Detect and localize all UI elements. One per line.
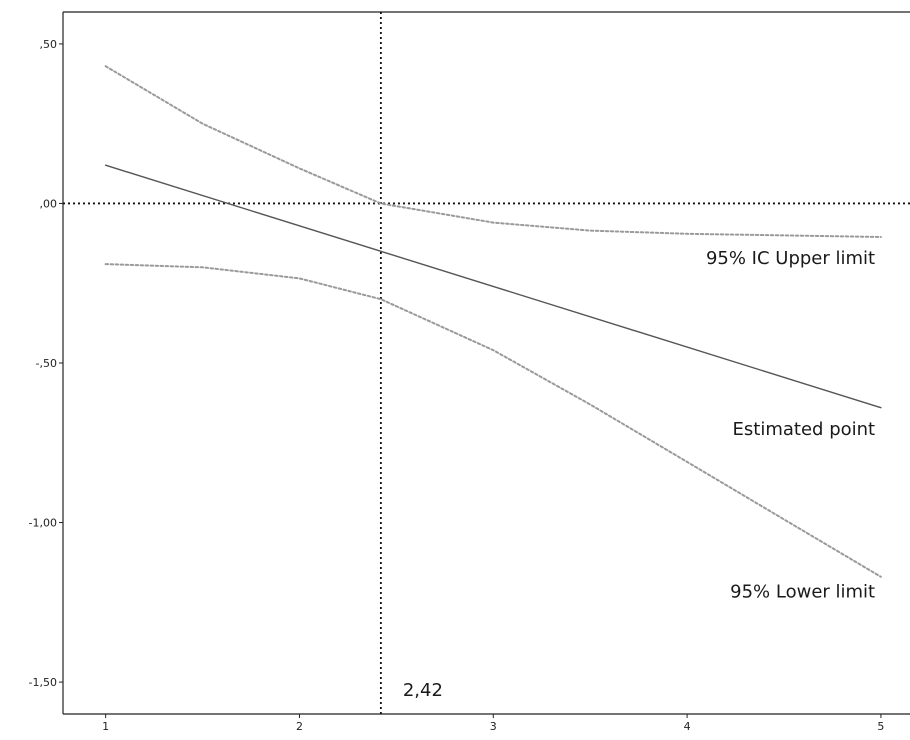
y-tick-label: -1,00 — [29, 517, 57, 530]
series-layer — [104, 65, 882, 578]
annotation-layer: 95% IC Upper limit Estimated point 95% Low… — [706, 248, 875, 602]
y-tick-label: -1,50 — [29, 676, 57, 689]
series-annotation: 95% Lower limit — [730, 582, 875, 603]
series-line — [104, 263, 882, 578]
y-tick-label: ,50 — [40, 38, 58, 51]
series-annotation: Estimated point — [733, 419, 876, 440]
x-tick-label: 2 — [296, 720, 303, 733]
y-tick-label: -,50 — [36, 357, 57, 370]
x-tick-label: 1 — [102, 720, 109, 733]
y-tick-label: ,00 — [40, 197, 58, 210]
series-line — [104, 65, 882, 238]
axes: ,50 ,00 -,50 -1,00 -1,50 1 2 3 4 5 — [29, 11, 910, 733]
reference-lines: 2,42 — [63, 12, 910, 714]
x-tick-label: 3 — [490, 720, 497, 733]
x-tick-label: 4 — [684, 720, 691, 733]
series-annotation: 95% IC Upper limit — [706, 248, 875, 269]
series-line — [104, 164, 882, 409]
x-tick-label: 5 — [877, 720, 884, 733]
reference-line-label: 2,42 — [403, 680, 443, 701]
